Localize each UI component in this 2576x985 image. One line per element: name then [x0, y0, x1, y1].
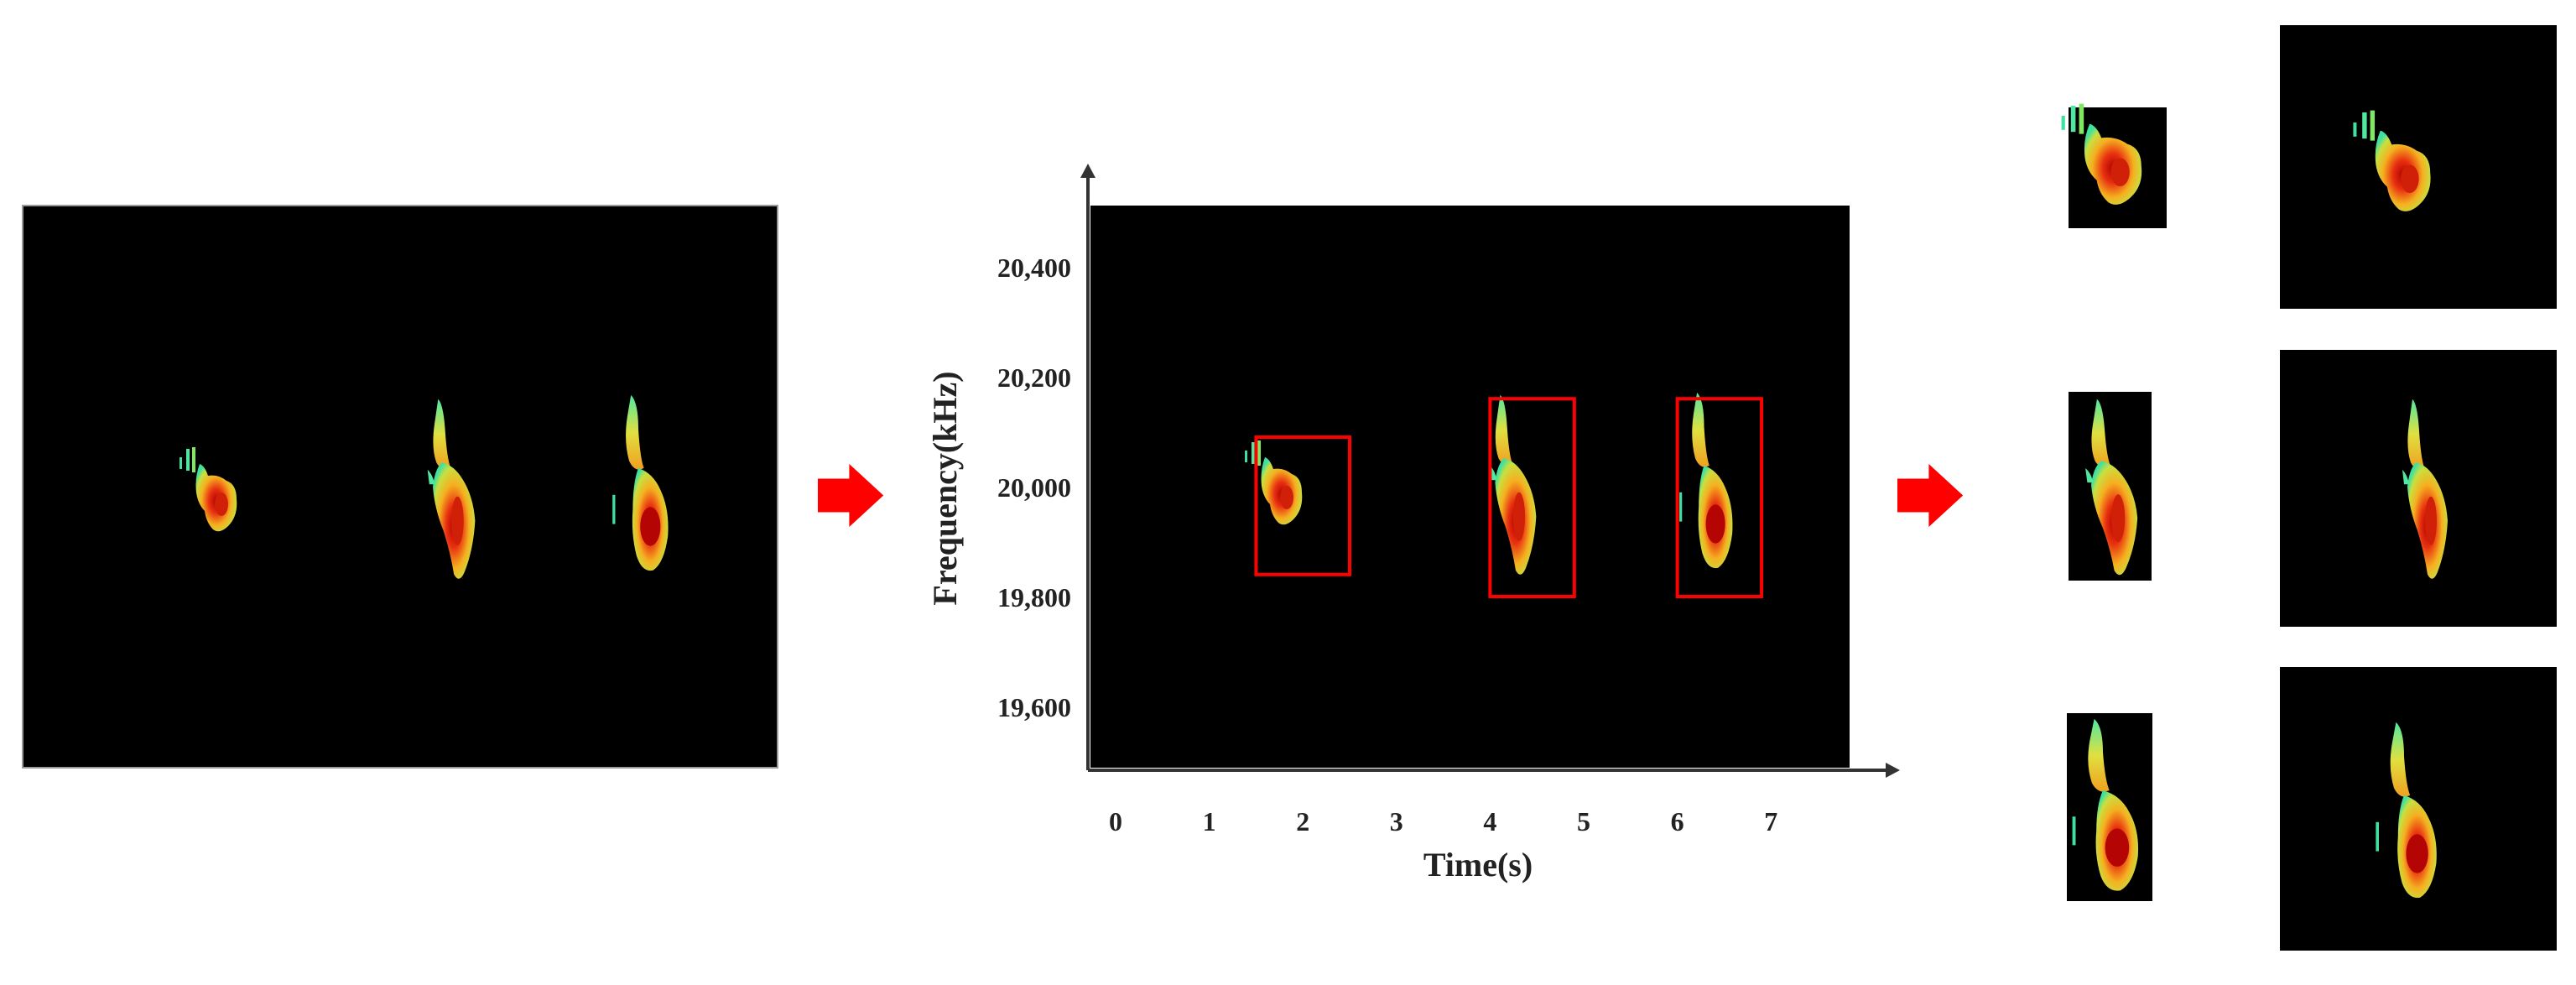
x-axis-title: Time(s) — [1423, 846, 1533, 883]
x-tick-label: 6 — [1671, 806, 1684, 836]
y-tick-label: 19,800 — [997, 582, 1071, 612]
x-tick-label: 1 — [1203, 806, 1216, 836]
x-tick-label: 2 — [1296, 806, 1309, 836]
y-tick-label: 20,400 — [997, 253, 1071, 283]
y-axis-arrowhead — [1080, 164, 1095, 178]
resized-calls — [2280, 25, 2557, 951]
detection-boxes — [1254, 397, 1764, 599]
x-tick-label: 7 — [1764, 806, 1777, 836]
y-tick-label: 20,000 — [997, 472, 1071, 503]
x-tick-label: 0 — [1109, 806, 1122, 836]
detection-box — [1675, 397, 1764, 599]
resized-3 — [2280, 667, 2557, 951]
crop-3 — [2067, 713, 2152, 901]
x-axis-arrowhead — [1886, 763, 1900, 778]
x-tick-label: 3 — [1390, 806, 1403, 836]
detection-box — [1488, 397, 1576, 599]
x-tick-labels: 0 1 2 3 4 5 6 7 — [1109, 806, 1777, 836]
x-tick-label: 5 — [1577, 806, 1590, 836]
resized-1 — [2280, 25, 2557, 309]
x-tick-label: 4 — [1483, 806, 1496, 836]
cropped-calls — [2061, 103, 2167, 901]
resized-2 — [2280, 350, 2557, 627]
detection-box — [1254, 435, 1352, 576]
crop-2 — [2069, 392, 2152, 581]
y-tick-label: 20,200 — [997, 362, 1071, 393]
y-axis-title: Frequency(kHz) — [926, 371, 964, 605]
raw-spectrogram — [22, 205, 778, 769]
y-tick-labels: 20,400 20,200 20,000 19,800 19,600 — [997, 253, 1071, 722]
flow-arrow-2 — [1897, 464, 1964, 527]
annotated-spectrogram-background — [1090, 206, 1850, 768]
flow-arrow-1 — [818, 464, 884, 527]
crop-1 — [2061, 103, 2167, 228]
raw-spectrogram-background — [22, 205, 778, 769]
y-tick-label: 19,600 — [997, 692, 1071, 722]
